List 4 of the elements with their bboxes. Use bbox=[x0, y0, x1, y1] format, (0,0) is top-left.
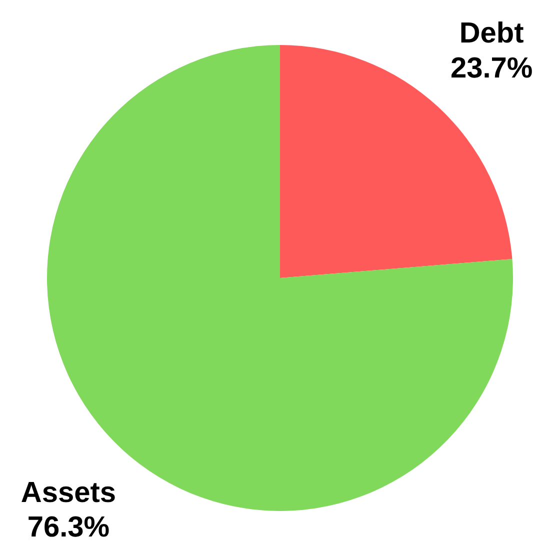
slice-label: Assets bbox=[20, 476, 116, 509]
data-label: 76.3% bbox=[27, 512, 110, 544]
data-label: 23.7% bbox=[450, 52, 533, 84]
slice-label: Debt bbox=[459, 18, 524, 50]
